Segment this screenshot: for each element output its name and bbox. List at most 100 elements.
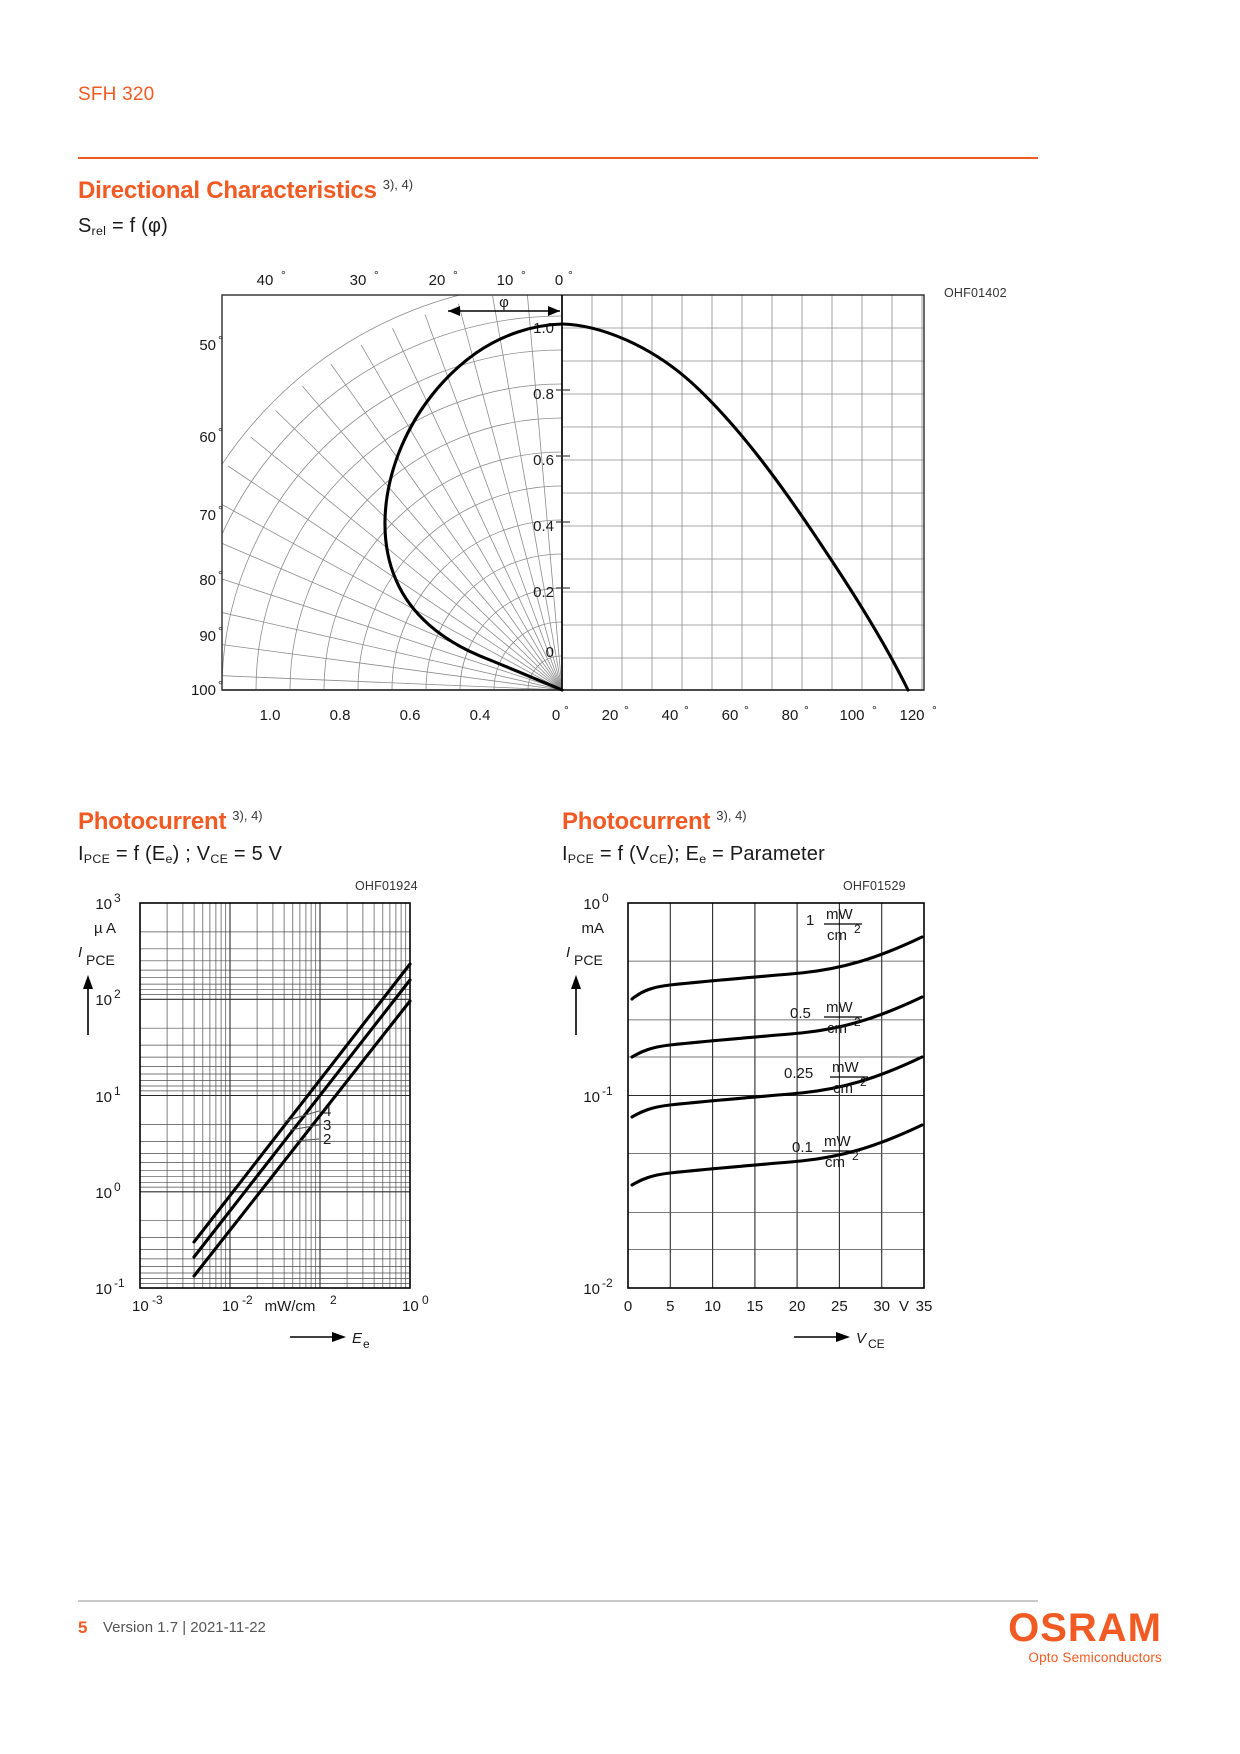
section-heading-directional-text: Directional Characteristics bbox=[78, 177, 377, 204]
formula-rest: = f (φ) bbox=[106, 215, 169, 237]
bottom-axis-labels: 1.0 0.8 0.6 0.4 0 ° 20 ° 40 ° 60 ° 80 ° 100 ° … bbox=[260, 703, 937, 724]
section-heading-directional: Directional Characteristics 3), 4) bbox=[78, 177, 413, 205]
svg-text:-1: -1 bbox=[602, 1084, 613, 1098]
curve-4 bbox=[192, 962, 412, 1244]
svg-text:0.8: 0.8 bbox=[330, 707, 351, 724]
svg-text:cm: cm bbox=[825, 1154, 845, 1171]
svg-text:0.1: 0.1 bbox=[792, 1139, 813, 1156]
svg-text:°: ° bbox=[684, 703, 689, 717]
svg-text:°: ° bbox=[218, 568, 223, 582]
svg-text:°: ° bbox=[218, 503, 223, 517]
svg-text:mA: mA bbox=[582, 920, 605, 937]
svg-text:cm: cm bbox=[827, 1020, 847, 1037]
log-grid-left-chart bbox=[140, 903, 410, 1288]
x-axis-symbol-left-chart: E bbox=[352, 1330, 363, 1347]
svg-text:0: 0 bbox=[552, 707, 560, 724]
osram-tagline: Opto Semiconductors bbox=[1028, 1650, 1162, 1665]
svg-text:100: 100 bbox=[839, 707, 864, 724]
svg-text:0: 0 bbox=[114, 1180, 121, 1194]
formula-subscript: rel bbox=[91, 224, 107, 239]
svg-text:cm: cm bbox=[833, 1080, 853, 1097]
footer-version: Version 1.7 | 2021-11-22 bbox=[103, 1619, 266, 1636]
svg-text:40: 40 bbox=[662, 707, 679, 724]
svg-text:2: 2 bbox=[860, 1075, 867, 1089]
osram-logo: OSRAM Opto Semiconductors bbox=[1008, 1608, 1162, 1665]
page-title: SFH 320 bbox=[78, 84, 155, 105]
section-heading-photocurrent-right-text: Photocurrent bbox=[562, 808, 711, 835]
section-formula-photocurrent-left: IPCE = f (Ee) ; VCE = 5 V bbox=[78, 843, 283, 867]
svg-text:90: 90 bbox=[199, 628, 216, 645]
svg-text:70: 70 bbox=[199, 507, 216, 524]
svg-text:0.6: 0.6 bbox=[533, 452, 554, 469]
svg-text:-2: -2 bbox=[242, 1293, 253, 1307]
section-formula-directional: Srel = f (φ) bbox=[78, 215, 168, 238]
curve-2 bbox=[192, 999, 412, 1278]
svg-text:-3: -3 bbox=[152, 1293, 163, 1307]
curve-callout-labels: 4 3 2 bbox=[323, 1103, 331, 1148]
svg-text:0: 0 bbox=[546, 644, 554, 661]
chart-photocurrent-vs-vce: 10 0 mA 10 -1 10 -2 I PCE bbox=[556, 885, 956, 1355]
section-formula-photocurrent-right: IPCE = f (VCE); Ee = Parameter bbox=[562, 843, 825, 867]
svg-text:20: 20 bbox=[602, 707, 619, 724]
svg-text:°: ° bbox=[872, 703, 877, 717]
chart-photocurrent-vs-irradiance: 10 3 µ A 10 2 10 1 10 0 10 -1 I PCE bbox=[72, 885, 452, 1355]
svg-text:mW: mW bbox=[826, 999, 853, 1016]
svg-text:3: 3 bbox=[114, 891, 121, 905]
section-heading-photocurrent-left: Photocurrent 3), 4) bbox=[78, 808, 263, 836]
section-heading-photocurrent-right-superscript: 3), 4) bbox=[716, 808, 747, 823]
svg-text:-1: -1 bbox=[114, 1276, 125, 1290]
svg-text:°: ° bbox=[521, 268, 526, 282]
curve-025mw bbox=[630, 1055, 924, 1119]
phi-symbol: φ bbox=[499, 294, 509, 311]
svg-text:mW/cm: mW/cm bbox=[265, 1298, 316, 1315]
svg-text:20: 20 bbox=[429, 272, 446, 289]
svg-text:10: 10 bbox=[95, 1185, 112, 1202]
graph-code-directional: OHF01402 bbox=[944, 286, 1007, 300]
svg-text:2: 2 bbox=[854, 1015, 861, 1029]
curve-3 bbox=[192, 978, 412, 1259]
section-heading-photocurrent-left-superscript: 3), 4) bbox=[232, 808, 263, 823]
svg-text:4: 4 bbox=[323, 1103, 331, 1120]
svg-text:-2: -2 bbox=[602, 1276, 613, 1290]
polar-left-angle-labels: 50 ° 60 ° 70 ° 80 ° 90 ° 100 ° bbox=[191, 333, 223, 699]
svg-text:1: 1 bbox=[114, 1084, 121, 1098]
svg-text:15: 15 bbox=[747, 1298, 764, 1315]
svg-text:30: 30 bbox=[350, 272, 367, 289]
svg-text:10: 10 bbox=[95, 992, 112, 1009]
svg-text:40: 40 bbox=[257, 272, 274, 289]
param-label-1: 1 mW cm 2 bbox=[806, 906, 862, 944]
cartesian-grid bbox=[562, 295, 924, 690]
svg-text:2: 2 bbox=[323, 1131, 331, 1148]
header-divider bbox=[78, 157, 1038, 159]
svg-text:0.6: 0.6 bbox=[400, 707, 421, 724]
svg-text:10: 10 bbox=[402, 1298, 419, 1315]
chart-directional-characteristics: 40 ° 30 ° 20 ° 10 ° 0 ° 50 ° 60 ° 70 ° 80 ° 90 ° 1… bbox=[180, 255, 970, 745]
svg-text:10: 10 bbox=[583, 1281, 600, 1298]
svg-text:°: ° bbox=[218, 333, 223, 347]
y-axis-symbol-right-chart: I bbox=[566, 944, 570, 961]
svg-text:3: 3 bbox=[323, 1117, 331, 1134]
svg-text:0: 0 bbox=[624, 1298, 632, 1315]
svg-text:10: 10 bbox=[704, 1298, 721, 1315]
param-label-05: 0.5 mW cm 2 bbox=[790, 999, 862, 1037]
svg-text:20: 20 bbox=[789, 1298, 806, 1315]
svg-text:mW: mW bbox=[824, 1133, 851, 1150]
svg-text:°: ° bbox=[218, 624, 223, 638]
svg-text:100: 100 bbox=[191, 682, 216, 699]
graph-code-photocurrent-right: OHF01529 bbox=[843, 879, 906, 893]
curve-1mw bbox=[630, 935, 924, 1001]
svg-text:°: ° bbox=[281, 268, 286, 282]
y-axis-labels-right-chart: 10 0 mA 10 -1 10 -2 bbox=[582, 891, 613, 1298]
svg-text:10: 10 bbox=[497, 272, 514, 289]
polar-grid bbox=[222, 295, 562, 690]
svg-text:V: V bbox=[899, 1298, 909, 1315]
section-heading-photocurrent-right: Photocurrent 3), 4) bbox=[562, 808, 747, 836]
svg-text:0.25: 0.25 bbox=[784, 1065, 813, 1082]
svg-text:0.5: 0.5 bbox=[790, 1005, 811, 1022]
curve-01mw bbox=[630, 1123, 924, 1187]
svg-text:50: 50 bbox=[199, 337, 216, 354]
y-axis-symbol-left-chart: I bbox=[78, 944, 82, 961]
svg-text:1: 1 bbox=[806, 912, 814, 929]
svg-text:1.0: 1.0 bbox=[260, 707, 281, 724]
